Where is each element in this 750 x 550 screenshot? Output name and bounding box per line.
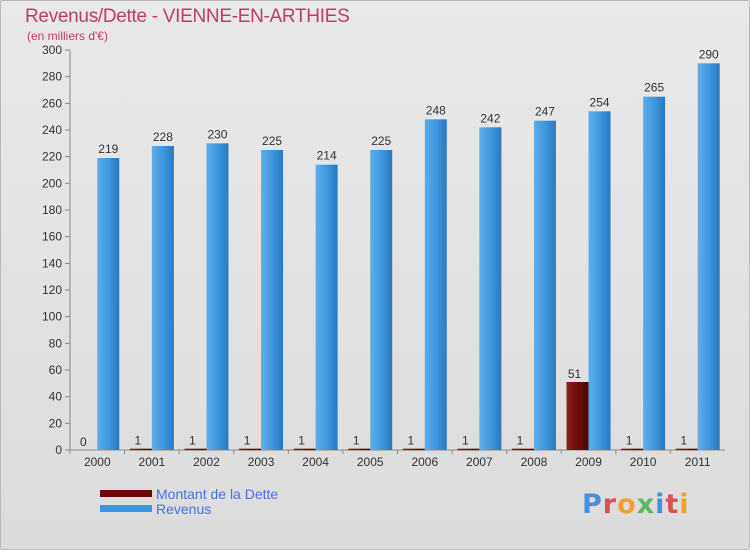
x-tick-label: 2008 — [521, 455, 548, 469]
x-tick-label: 2009 — [575, 455, 602, 469]
bar-debt — [511, 448, 534, 451]
x-tick-label: 2011 — [685, 455, 711, 469]
data-label-debt: 1 — [680, 434, 687, 448]
data-label-revenue: 225 — [262, 134, 282, 148]
bar-revenue — [588, 111, 611, 450]
data-label-debt: 1 — [298, 434, 305, 448]
bar-debt — [675, 448, 698, 451]
legend-item-debt: Montant de la Dette — [100, 485, 279, 502]
data-label-revenue: 230 — [207, 127, 227, 141]
data-label-revenue: 228 — [153, 130, 173, 144]
bar-debt — [402, 448, 425, 451]
legend-label-debt: Montant de la Dette — [156, 485, 279, 502]
y-tick-label: 280 — [42, 70, 62, 84]
y-tick-label: 120 — [42, 283, 62, 297]
x-tick-label: 2006 — [411, 455, 438, 469]
y-tick-label: 0 — [55, 443, 62, 457]
x-tick-label: 2001 — [139, 455, 166, 469]
data-label-revenue: 247 — [535, 105, 555, 119]
y-tick-label: 300 — [42, 43, 62, 57]
bar-revenue — [697, 63, 720, 450]
bar-debt — [184, 448, 207, 451]
chart-subtitle: (en milliers d'€) — [27, 29, 108, 43]
bar-revenue — [97, 158, 120, 450]
proxiti-logo: Proxiti — [582, 489, 690, 520]
data-label-revenue: 248 — [426, 103, 446, 117]
y-tick-label: 180 — [42, 203, 62, 217]
bar-debt — [457, 448, 480, 451]
legend-item-revenue: Revenus — [100, 500, 278, 517]
bar-revenue — [151, 146, 174, 450]
logo-letter: o — [617, 489, 637, 520]
data-label-debt: 51 — [568, 367, 582, 381]
bar-revenue — [315, 164, 338, 450]
bar-revenue — [479, 127, 502, 450]
x-tick-label: 2005 — [357, 455, 384, 469]
data-label-debt: 1 — [626, 434, 633, 448]
logo-letter: r — [602, 489, 618, 520]
data-label-revenue: 242 — [480, 111, 500, 125]
chart-title: Revenus/Dette - VIENNE-EN-ARTHIES — [25, 6, 350, 27]
bar-debt — [129, 448, 152, 451]
y-tick-label: 140 — [42, 256, 62, 270]
bar-debt — [293, 448, 316, 451]
bar-revenue — [533, 120, 556, 451]
legend-swatch-revenue — [100, 505, 152, 512]
bar-revenue — [643, 96, 666, 451]
logo-letter: t — [665, 489, 680, 520]
data-label-debt: 1 — [407, 434, 414, 448]
data-label-revenue: 214 — [317, 149, 337, 163]
x-tick-label: 2007 — [466, 455, 493, 469]
data-label-debt: 1 — [462, 434, 469, 448]
y-tick-label: 20 — [49, 416, 63, 430]
y-tick-label: 80 — [49, 336, 63, 350]
data-label-revenue: 225 — [371, 134, 391, 148]
x-tick-label: 2010 — [630, 455, 657, 469]
data-label-debt: 1 — [135, 434, 142, 448]
bar-debt — [566, 382, 589, 450]
x-tick-label: 2004 — [302, 455, 329, 469]
legend-label-revenue: Revenus — [156, 500, 212, 517]
bar-debt — [239, 448, 262, 451]
data-label-debt: 1 — [189, 434, 196, 448]
y-tick-label: 60 — [49, 363, 63, 377]
x-tick-label: 2002 — [193, 455, 220, 469]
legend-swatch-debt — [100, 490, 152, 497]
logo-letter: i — [655, 489, 666, 520]
bar-revenue — [261, 150, 284, 450]
x-tick-label: 2000 — [84, 455, 111, 469]
logo-letter: x — [636, 489, 656, 520]
data-label-debt: 1 — [353, 434, 360, 448]
data-label-debt: 1 — [244, 434, 251, 448]
bar-debt — [621, 448, 644, 451]
data-label-revenue: 219 — [98, 142, 118, 156]
y-tick-label: 260 — [42, 96, 62, 110]
y-tick-label: 220 — [42, 150, 62, 164]
data-label-revenue: 254 — [590, 95, 610, 109]
x-tick-label: 2003 — [248, 455, 275, 469]
data-label-debt: 1 — [517, 434, 524, 448]
y-tick-label: 100 — [42, 310, 62, 324]
logo-letter: P — [582, 489, 603, 520]
y-tick-label: 200 — [42, 176, 62, 190]
y-tick-label: 240 — [42, 123, 62, 137]
bar-debt — [348, 448, 371, 451]
data-label-revenue: 265 — [644, 81, 664, 95]
bar-revenue — [424, 119, 447, 450]
y-tick-label: 40 — [49, 390, 63, 404]
logo-letter: i — [679, 489, 690, 520]
y-tick-label: 160 — [42, 230, 62, 244]
data-label-debt: 0 — [80, 435, 87, 449]
bar-revenue — [206, 143, 229, 451]
legend: Montant de la Dette Revenus — [100, 485, 279, 517]
data-label-revenue: 290 — [699, 47, 719, 61]
bar-revenue — [370, 150, 393, 450]
